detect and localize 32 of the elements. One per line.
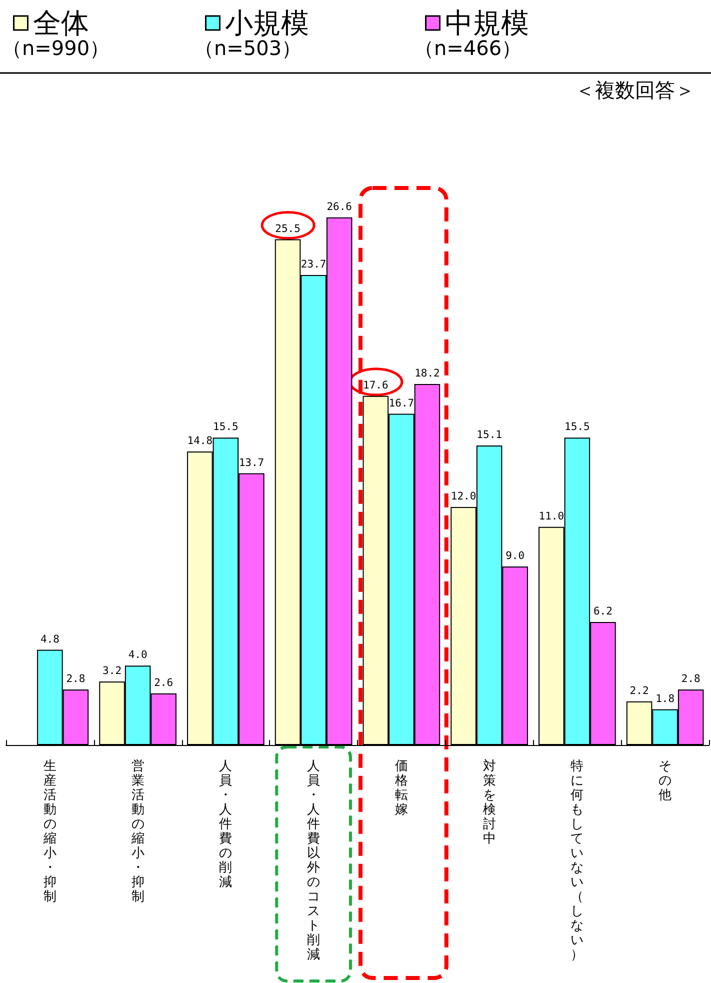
data-label: 2.2 — [630, 684, 649, 697]
data-label: 17.6 — [363, 379, 388, 392]
data-label: 1.8 — [656, 692, 675, 705]
x-tick-label: 対策を検討中 — [482, 758, 496, 846]
data-label: 15.5 — [213, 421, 238, 434]
data-label: 16.7 — [388, 397, 414, 410]
data-label: 15.5 — [564, 421, 590, 434]
x-tick-label: 価格転嫁 — [394, 758, 408, 818]
data-label: 26.6 — [326, 200, 352, 213]
data-label: 4.0 — [128, 649, 148, 662]
category-label: 特に何もしていない（しない） — [570, 758, 584, 962]
data-label: 9.0 — [506, 550, 525, 562]
data-label: 2.6 — [154, 676, 174, 689]
data-label: 18.2 — [414, 368, 440, 380]
data-label: 2.8 — [66, 672, 86, 685]
data-label: 3.2 — [102, 665, 122, 678]
data-label: 14.8 — [187, 434, 213, 447]
data-label: 13.7 — [238, 456, 264, 469]
data-label: 4.8 — [40, 633, 60, 646]
data-label: 11.0 — [538, 510, 564, 522]
category-label: 生産活動の縮小・抑制 — [43, 758, 56, 904]
data-label: 15.1 — [476, 429, 502, 442]
data-label: 12.0 — [450, 490, 476, 502]
x-tick-label: その他 — [658, 758, 672, 803]
category-label: 営業活動の縮小・抑制 — [131, 758, 144, 904]
category-label: 人員・人件費の削減 — [219, 758, 232, 890]
text: ＜複数回答＞ — [575, 78, 695, 102]
data-label: 23.7 — [300, 258, 326, 270]
data-label: 25.5 — [275, 222, 300, 235]
data-label: 2.8 — [681, 672, 700, 685]
category-label: 人員・人件費以外のコスト削減 — [307, 758, 320, 962]
data-label: 6.2 — [593, 606, 612, 618]
